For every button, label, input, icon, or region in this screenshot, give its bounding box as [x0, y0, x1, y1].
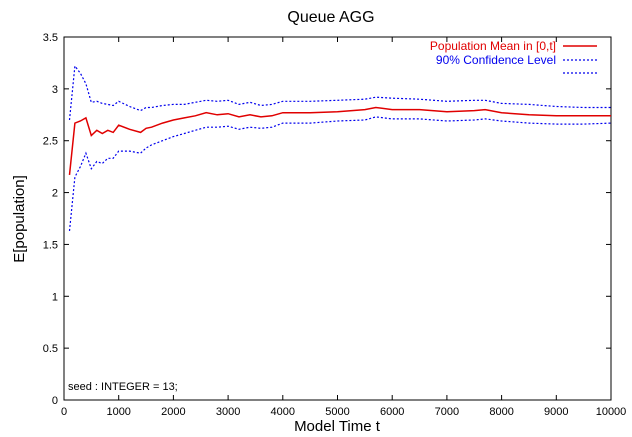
legend-label: 90% Confidence Level: [436, 53, 556, 67]
y-tick-label: 0.5: [43, 343, 58, 355]
x-tick-label: 8000: [489, 406, 513, 418]
plot-area-frame: [63, 36, 612, 401]
upper-confidence-line: [68, 64, 611, 121]
y-tick-label: 1: [52, 291, 58, 303]
x-tick-label: 4000: [271, 406, 295, 418]
x-axis-title: Model Time t: [294, 418, 381, 435]
x-tick-label: 10000: [596, 406, 627, 418]
x-tick-label: 3000: [216, 406, 240, 418]
legend: Population Mean in [0,t]90% Confidence L…: [430, 39, 597, 74]
y-tick-label: 0: [52, 395, 58, 407]
x-tick-label: 1000: [106, 406, 130, 418]
chart-title: Queue AGG: [287, 9, 374, 26]
y-tick-label: 3.5: [43, 32, 58, 44]
legend-label: Population Mean in [0,t]: [430, 39, 556, 53]
x-tick-label: 6000: [380, 406, 404, 418]
y-tick-label: 2: [52, 188, 58, 200]
x-tick-label: 7000: [435, 406, 459, 418]
seed-annotation: seed : INTEGER = 13;: [68, 381, 178, 393]
y-tick-label: 1.5: [43, 239, 58, 251]
x-tick-label: 2000: [161, 406, 185, 418]
mean-series-line: [68, 106, 611, 175]
y-axis-title: E[population]: [11, 175, 28, 263]
x-tick-label: 0: [61, 406, 67, 418]
x-axis: 0 1000 2000 3000 4000 5000 6000 7000 8000 9000 100…: [61, 37, 626, 418]
x-tick-label: 5000: [325, 406, 349, 418]
x-tick-label: 9000: [544, 406, 568, 418]
series-layer: [68, 64, 612, 231]
y-tick-label: 3: [52, 84, 58, 96]
y-tick-label: 2.5: [43, 136, 58, 148]
lower-confidence-line: [68, 116, 612, 231]
y-axis: 0 0.5 1 1.5 2 2.5 3 3.5: [43, 32, 611, 407]
